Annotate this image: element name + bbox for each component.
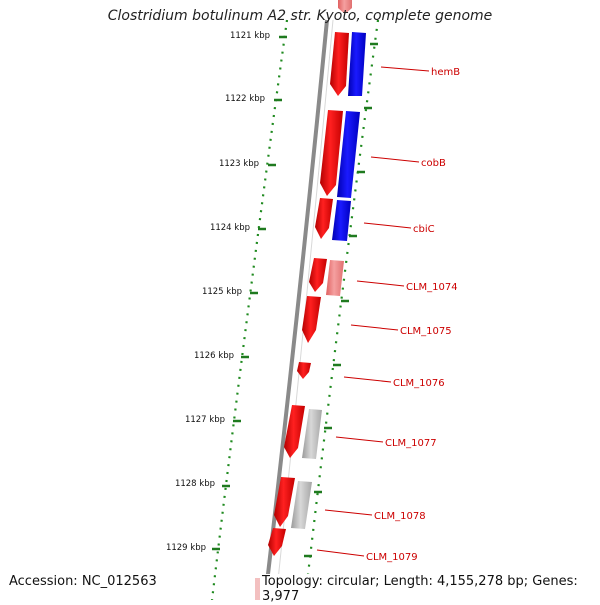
gene-arrow-red xyxy=(274,477,295,527)
leader-line xyxy=(350,324,399,331)
gene-arrow-gray xyxy=(291,481,312,529)
gene-arrow-red xyxy=(315,198,333,239)
gene-label-hemB[interactable]: hemB xyxy=(431,67,460,78)
ruler-ticks xyxy=(212,35,378,558)
ruler-tick-label: 1127 kbp xyxy=(185,415,225,425)
gene-arrow-red xyxy=(284,405,305,458)
gene-arrow-blue xyxy=(337,111,360,198)
leader-line xyxy=(380,66,430,72)
gene-leader-lines xyxy=(316,66,430,557)
gene-label-cobB[interactable]: cobB xyxy=(421,158,446,169)
gene-label-clm-1075[interactable]: CLM_1075 xyxy=(400,326,452,337)
gene-arrow-red xyxy=(309,258,327,292)
leader-line xyxy=(363,222,412,229)
ruler-tick-label: 1122 kbp xyxy=(225,94,265,104)
map-title: Clostridium botulinum A2 str. Kyoto, com… xyxy=(107,8,493,24)
gene-arrow-blue xyxy=(348,32,366,96)
ruler-tick-label: 1129 kbp xyxy=(166,543,206,553)
accession-text: Accession: NC_012563 xyxy=(9,574,157,589)
gene-arrow-red xyxy=(302,296,321,343)
gene-label-clm-1076[interactable]: CLM_1076 xyxy=(393,378,445,389)
gene-arrow-red xyxy=(320,110,343,196)
ruler-tick-label: 1128 kbp xyxy=(175,479,215,489)
gene-label-clm-1074[interactable]: CLM_1074 xyxy=(406,282,458,293)
ruler-tick-label: 1124 kbp xyxy=(210,223,250,233)
leader-line xyxy=(370,156,420,163)
gene-label-clm-1078[interactable]: CLM_1078 xyxy=(374,511,426,522)
gene-arrow-red xyxy=(330,32,349,96)
gene-arrow-gray xyxy=(302,409,322,459)
forward-strand xyxy=(260,32,349,600)
gene-label-clm-1079[interactable]: CLM_1079 xyxy=(366,552,418,563)
ruler-tick-label: 1125 kbp xyxy=(202,287,242,297)
reverse-strand xyxy=(332,32,366,241)
gene-arrow-blue xyxy=(332,200,351,241)
ruler-tick-label: 1123 kbp xyxy=(219,159,259,169)
gene-arrow-red xyxy=(268,528,286,556)
leader-line xyxy=(324,509,373,516)
leader-line xyxy=(343,376,392,383)
ruler-tick-label: 1121 kbp xyxy=(230,31,270,41)
leader-line xyxy=(335,436,384,443)
leader-line xyxy=(316,549,365,557)
gene-top-partial xyxy=(338,0,352,14)
leader-line xyxy=(356,280,405,287)
gene-label-clm-1077[interactable]: CLM_1077 xyxy=(385,438,437,449)
ruler-tick-label: 1126 kbp xyxy=(194,351,234,361)
genome-summary-text: Topology: circular; Length: 4,155,278 bp… xyxy=(260,574,600,604)
gene-arrow-pink xyxy=(326,260,344,296)
gene-arrow-red xyxy=(297,362,311,379)
gene-label-cbiC[interactable]: cbiC xyxy=(413,224,435,235)
genome-backbone xyxy=(263,19,329,601)
